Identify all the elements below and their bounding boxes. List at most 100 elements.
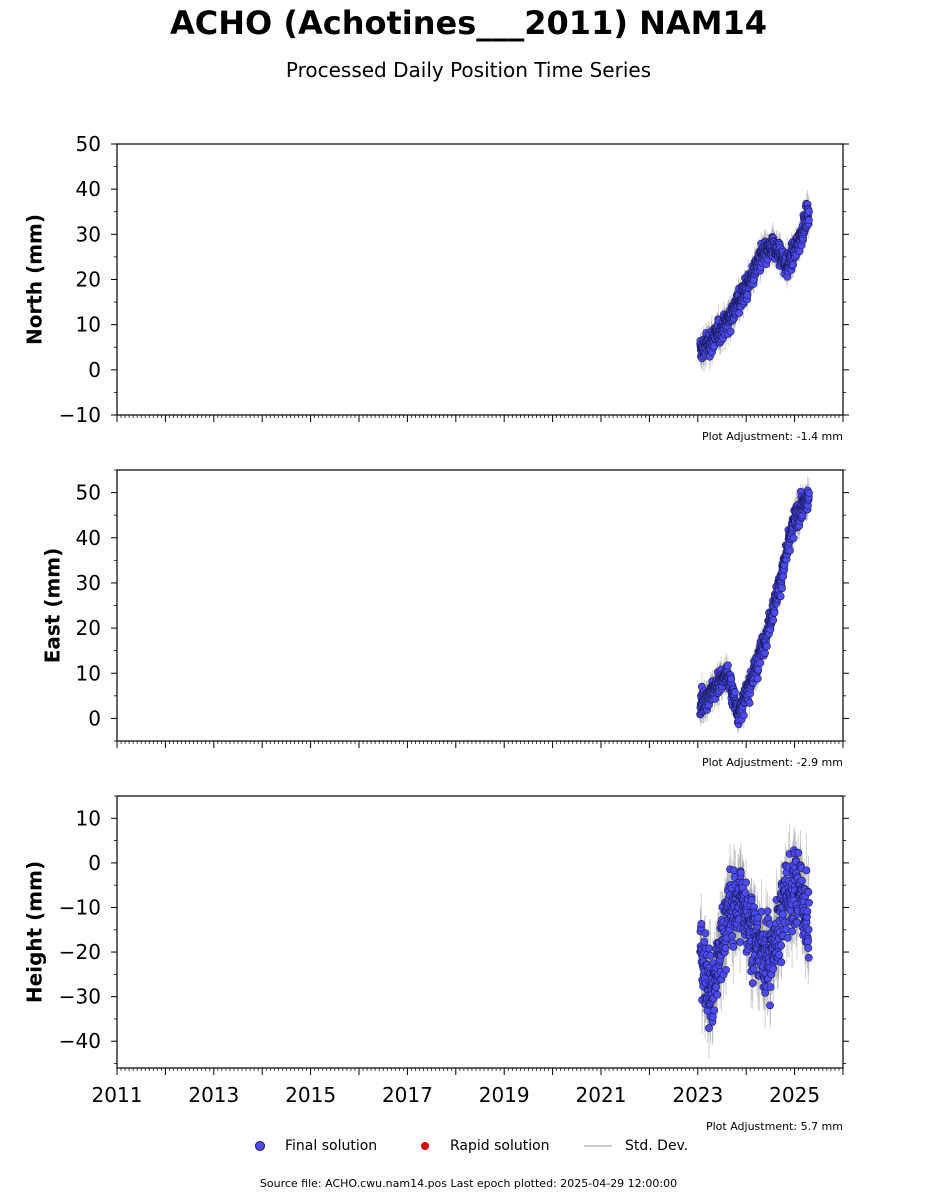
data-point [705,944,714,953]
legend-label-stddev: Std. Dev. [625,1138,689,1154]
data-point [723,661,732,670]
data-point [789,534,798,543]
data-point [697,920,706,928]
legend-marker-final [255,1141,265,1151]
data-point [779,572,788,581]
data-point [713,990,722,999]
y-axis-label: Height (mm) [23,861,47,1003]
data-point [766,1001,774,1010]
data-point [804,953,813,962]
data-point [788,927,797,936]
data-point [805,489,813,497]
data-point [728,932,737,940]
panel-north: −10 0 10 20 30 40 50 North (mm) Plot Adjustment:… [23,132,849,443]
data-point [753,674,762,683]
data-point [726,327,735,336]
data-point [783,934,792,942]
x-tick-label: 2019 [479,1083,530,1107]
data-point [769,616,778,625]
data-point [769,964,778,973]
data-point [777,941,786,950]
plot-adjustment: Plot Adjustment: -1.4 mm [702,430,843,443]
y-tick-label: 30 [76,571,101,595]
data-point [805,898,813,907]
data-point [729,942,738,951]
data-point [745,699,754,707]
y-tick-label: 10 [76,313,101,337]
y-tick-label: 0 [88,358,101,382]
x-tick-label: 2015 [285,1083,336,1107]
data-point [804,925,813,934]
x-tick-label: 2025 [769,1083,820,1107]
data-point [763,907,772,916]
legend-label-rapid: Rapid solution [450,1138,550,1154]
legend-label-final: Final solution [285,1138,378,1154]
data-point [776,592,785,601]
legend-item-final: Final solution [255,1138,377,1154]
data-point [736,868,745,877]
data-point [747,896,756,905]
y-tick-label: 30 [76,222,101,246]
data-point [731,688,739,697]
data-point [749,965,758,974]
data-point [804,944,813,952]
data-point [700,937,709,946]
data-point [756,658,765,667]
y-tick-label: 50 [76,481,101,505]
data-point [804,888,813,897]
data-point [798,876,806,885]
data-point [789,260,797,269]
y-tick-label: −30 [59,985,101,1009]
data-point [721,944,730,952]
data-point [736,938,745,946]
data-point [804,937,812,946]
data-point [706,951,715,960]
y-tick-label: 10 [76,806,101,830]
y-axis-label: East (mm) [41,548,65,664]
data-point [805,207,813,216]
data-point [766,983,775,991]
panel-height: −40 −30 −20 −10 0 10 2011 2013 2015 2017 2019 2021 2… [23,795,849,1133]
data-point [753,913,762,922]
y-tick-label: 40 [76,177,101,201]
data-point [708,1012,717,1021]
y-tick-label: 0 [88,851,101,875]
data-point [722,966,730,974]
y-tick-label: −20 [59,940,101,964]
data-point [778,584,786,593]
y-tick-label: 20 [76,268,101,292]
data-point [754,665,763,674]
y-tick-label: −10 [59,895,101,919]
plot-adjustment: Plot Adjustment: 5.7 mm [706,1120,843,1133]
data-points [696,846,813,1033]
y-axis-label: North (mm) [23,214,47,345]
data-point [710,1006,719,1015]
x-tick-label: 2023 [672,1083,723,1107]
data-point [701,929,710,938]
data-point [794,848,803,857]
legend-item-rapid: Rapid solution [421,1138,550,1154]
x-tick-label: 2021 [576,1083,627,1107]
data-point [778,910,787,919]
data-point [705,1024,713,1033]
x-tick-label: 2013 [188,1083,239,1107]
data-point [770,608,779,617]
panel-east: 0 10 20 30 40 50 East (mm) Plot Adjustment: -2.… [41,469,849,769]
data-point [748,979,757,988]
y-tick-label: 10 [76,661,101,685]
data-point [735,309,744,317]
y-tick-label: 50 [76,132,101,156]
data-point [785,546,794,555]
legend-marker-rapid [421,1142,429,1150]
y-tick-label: 20 [76,616,101,640]
data-point [730,866,738,875]
data-point [775,951,784,959]
footer-source: Source file: ACHO.cwu.nam14.pos Last epo… [259,1177,678,1190]
data-point [741,888,750,897]
data-point [761,649,769,658]
y-tick-label: −10 [59,403,101,427]
chart-title: ACHO (Achotines___2011) NAM14 [169,4,768,42]
y-tick-label: 0 [88,706,101,730]
x-tick-label: 2011 [92,1083,143,1107]
chart-subtitle: Processed Daily Position Time Series [285,58,652,82]
